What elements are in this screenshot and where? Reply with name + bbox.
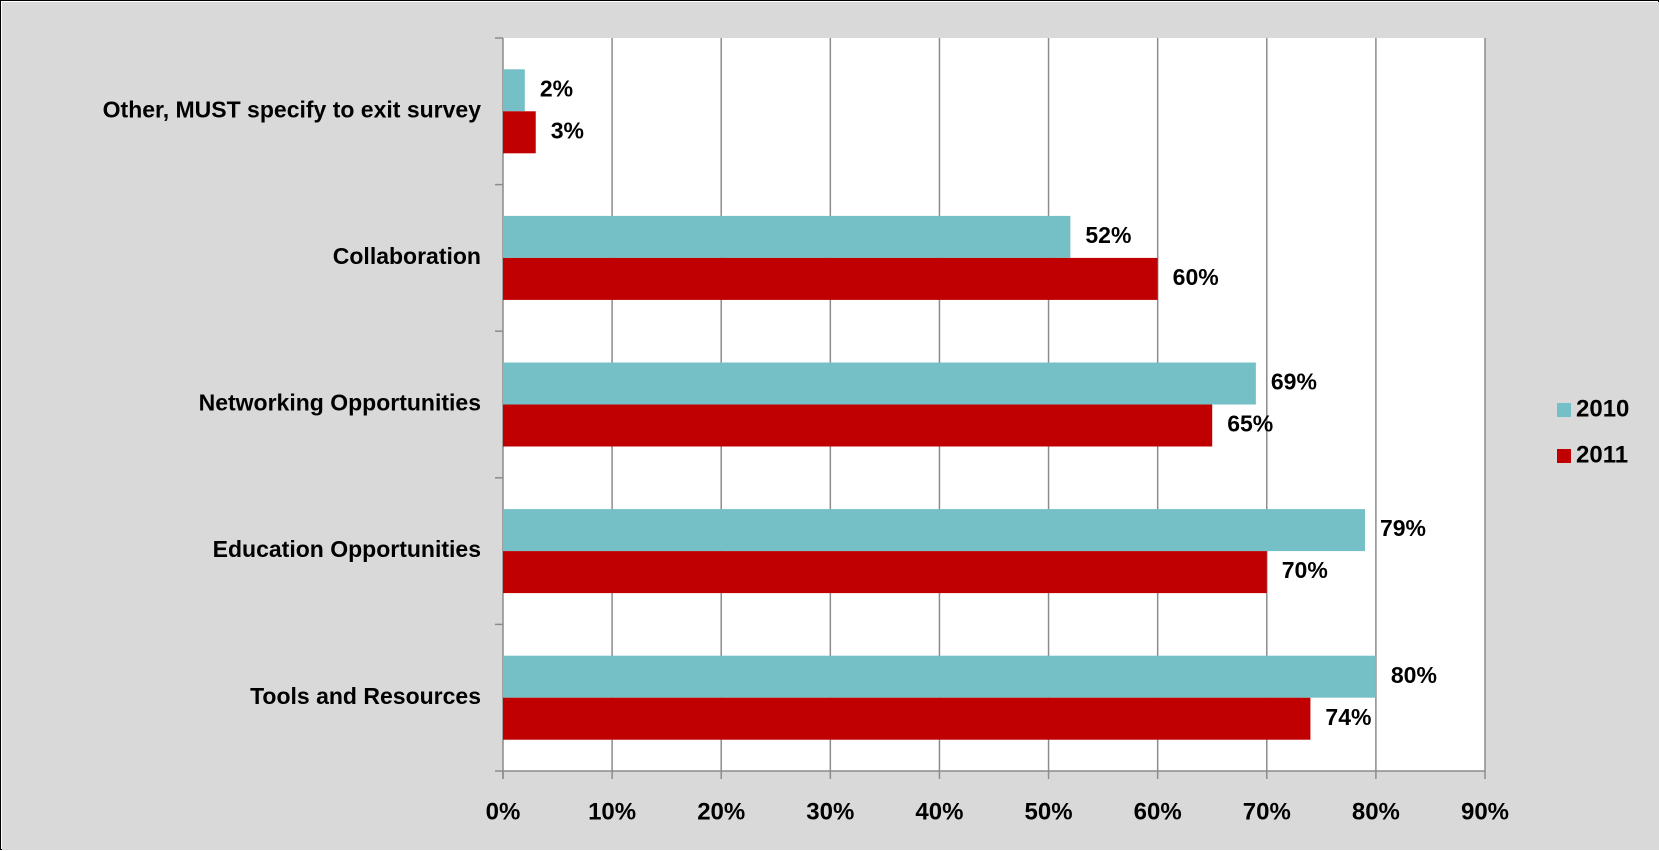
category-label: Collaboration (333, 243, 481, 269)
data-label-2011: 70% (1282, 557, 1328, 583)
data-label-2010: 52% (1085, 222, 1131, 248)
x-tick-label: 10% (588, 798, 636, 825)
x-tick-label: 90% (1461, 798, 1509, 825)
x-tick-label: 70% (1243, 798, 1291, 825)
bar-2010 (503, 69, 525, 112)
bar-2010 (503, 215, 1071, 258)
bar-2010 (503, 362, 1256, 405)
x-tick-label: 0% (486, 798, 521, 825)
data-label-2010: 79% (1380, 515, 1426, 541)
bar-2011 (503, 551, 1267, 594)
category-label: Education Opportunities (213, 536, 481, 562)
x-tick-label: 40% (915, 798, 963, 825)
x-tick-label: 60% (1134, 798, 1182, 825)
category-label: Other, MUST specify to exit survey (103, 96, 482, 122)
bar-2011 (503, 111, 536, 154)
bar-2011 (503, 697, 1311, 740)
x-tick-label: 30% (806, 798, 854, 825)
legend-swatch-2011 (1557, 449, 1571, 463)
category-label: Networking Opportunities (199, 390, 481, 416)
bar-2010 (503, 655, 1376, 698)
x-tick-label: 20% (697, 798, 745, 825)
category-label: Tools and Resources (250, 683, 481, 709)
bar-2010 (503, 509, 1365, 552)
data-label-2011: 60% (1173, 264, 1219, 290)
data-label-2011: 3% (551, 117, 584, 143)
data-label-2010: 80% (1391, 662, 1437, 688)
legend-label-2010: 2010 (1576, 395, 1629, 422)
data-label-2011: 65% (1227, 411, 1273, 437)
x-tick-label: 50% (1025, 798, 1073, 825)
bar-2011 (503, 404, 1213, 447)
legend-swatch-2010 (1557, 403, 1571, 417)
legend-label-2011: 2011 (1576, 441, 1628, 468)
x-tick-label: 80% (1352, 798, 1400, 825)
data-label-2010: 69% (1271, 369, 1317, 395)
data-label-2011: 74% (1325, 704, 1371, 730)
data-label-2010: 2% (540, 75, 573, 101)
bar-2011 (503, 257, 1158, 300)
